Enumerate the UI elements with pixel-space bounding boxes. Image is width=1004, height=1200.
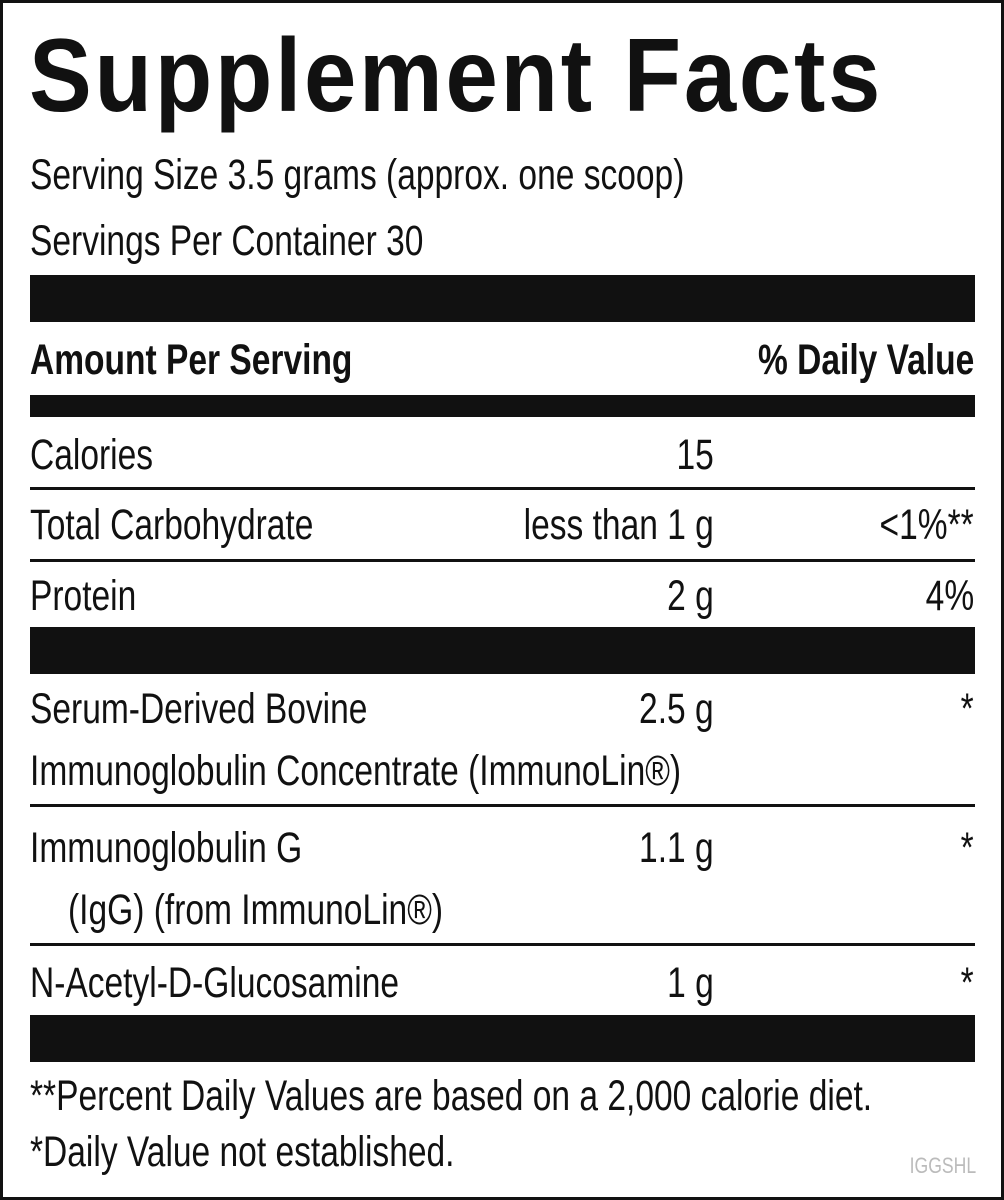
thick-bar	[30, 395, 975, 417]
daily-value: 4%	[925, 572, 974, 620]
amount: less than 1 g	[523, 501, 714, 549]
footnote: *Daily Value not established.	[30, 1128, 455, 1176]
amount: 1 g	[667, 959, 714, 1007]
thin-rule	[30, 804, 975, 807]
thin-rule	[30, 487, 975, 490]
serving-size: Serving Size 3.5 grams (approx. one scoo…	[30, 151, 685, 199]
column-header: % Daily Value	[757, 336, 974, 384]
nutrient-name: Protein	[30, 572, 137, 620]
daily-value: <1%**	[879, 501, 974, 549]
servings-per-container: Servings Per Container 30	[30, 217, 424, 265]
nutrient-name: (IgG) (from ImmunoLin®)	[68, 886, 444, 934]
daily-value: *	[960, 685, 974, 733]
nutrient-name: Calories	[30, 431, 154, 479]
nutrient-name: Serum-Derived Bovine	[30, 685, 368, 733]
amount: 1.1 g	[639, 824, 714, 872]
thin-rule	[30, 559, 975, 562]
amount: 2.5 g	[639, 685, 714, 733]
footnote: **Percent Daily Values are based on a 2,…	[30, 1072, 873, 1120]
daily-value: *	[960, 824, 974, 872]
nutrient-name: Immunoglobulin Concentrate (ImmunoLin®)	[30, 747, 682, 795]
nutrient-name: N-Acetyl-D-Glucosamine	[30, 959, 400, 1007]
thick-bar	[30, 1015, 975, 1062]
thin-rule	[30, 943, 975, 946]
title: Supplement Facts	[29, 18, 884, 134]
thick-bar	[30, 275, 975, 322]
daily-value: *	[960, 959, 974, 1007]
nutrient-name: Total Carbohydrate	[30, 501, 314, 549]
nutrient-name: Immunoglobulin G	[30, 824, 303, 872]
column-header: Amount Per Serving	[30, 336, 353, 384]
amount: 15	[676, 431, 714, 479]
product-code: IGGSHL	[909, 1153, 976, 1178]
thick-bar	[30, 627, 975, 674]
amount: 2 g	[667, 572, 714, 620]
